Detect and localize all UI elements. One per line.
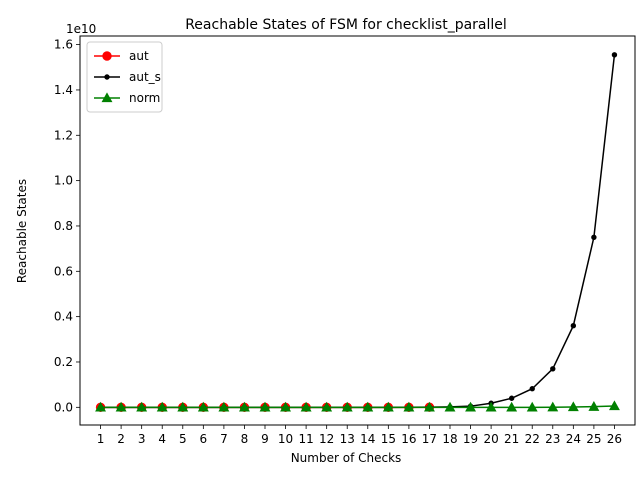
x-tick-label: 12 <box>319 432 334 446</box>
data-point-norm <box>218 401 230 412</box>
x-tick-label: 23 <box>545 432 560 446</box>
x-tick-label: 3 <box>138 432 146 446</box>
series-norm <box>95 400 620 412</box>
data-point-norm <box>444 401 456 412</box>
legend-label: aut <box>129 49 149 63</box>
x-tick-label: 1 <box>97 432 105 446</box>
data-point-norm <box>197 401 209 412</box>
data-point-norm <box>321 401 333 412</box>
data-point-norm <box>156 401 168 412</box>
data-point-norm <box>588 401 600 411</box>
data-point-norm <box>423 401 435 412</box>
data-point-aut_s <box>529 386 535 392</box>
data-point-norm <box>506 401 518 412</box>
y-axis-label: Reachable States <box>15 179 29 283</box>
x-tick-label: 2 <box>117 432 125 446</box>
series-aut_s <box>97 52 618 411</box>
x-tick-label: 4 <box>158 432 166 446</box>
legend-marker <box>102 51 112 61</box>
y-tick-label: 0.6 <box>54 264 73 278</box>
x-tick-label: 10 <box>278 432 293 446</box>
y-tick-label: 1.6 <box>54 38 73 52</box>
legend-label: norm <box>129 91 160 105</box>
data-point-norm <box>567 401 579 412</box>
chart-title: Reachable States of FSM for checklist_pa… <box>185 17 507 33</box>
data-point-norm <box>238 401 250 412</box>
y-tick-label: 1.0 <box>54 174 73 188</box>
data-point-norm <box>280 401 292 412</box>
y-tick-label: 0.4 <box>54 310 73 324</box>
data-point-norm <box>403 401 415 412</box>
data-point-aut_s <box>570 323 577 329</box>
x-tick-label: 11 <box>298 432 313 446</box>
series-layer <box>95 52 620 413</box>
data-point-aut_s <box>591 234 597 241</box>
data-point-norm <box>382 401 394 412</box>
x-tick-label: 18 <box>442 432 457 446</box>
x-tick-label: 9 <box>261 432 269 446</box>
x-tick-label: 22 <box>525 432 540 446</box>
x-tick-label: 15 <box>381 432 396 446</box>
x-tick-label: 20 <box>483 432 498 446</box>
data-point-norm <box>136 401 148 412</box>
y-tick-label: 0.2 <box>54 355 73 369</box>
x-tick-label: 7 <box>220 432 228 446</box>
legend-marker <box>104 74 110 80</box>
data-point-norm <box>547 401 559 412</box>
legend-item-aut: aut <box>94 49 149 63</box>
data-point-norm <box>259 401 271 412</box>
data-point-norm <box>95 401 107 412</box>
data-point-aut_s <box>611 52 618 58</box>
data-point-norm <box>177 401 189 412</box>
x-tick-label: 16 <box>401 432 416 446</box>
y-tick-label: 1.4 <box>54 83 73 97</box>
data-point-norm <box>526 401 538 412</box>
data-point-norm <box>608 400 620 411</box>
series-line-aut_s <box>100 54 616 409</box>
x-axis-label: Number of Checks <box>291 451 402 465</box>
x-tick-label: 26 <box>607 432 622 446</box>
data-point-aut_s <box>508 395 515 401</box>
legend-item-norm: norm <box>94 91 160 105</box>
y-tick-label: 1.2 <box>54 128 73 142</box>
data-point-norm <box>115 401 127 412</box>
legend-label: aut_s <box>129 70 161 84</box>
series-line-norm <box>100 405 615 409</box>
data-point-norm <box>362 401 374 412</box>
y-tick-label: 0.0 <box>54 400 73 414</box>
legend-item-aut_s: aut_s <box>94 70 161 84</box>
x-tick-label: 6 <box>200 432 208 446</box>
x-tick-label: 24 <box>566 432 581 446</box>
y-axis: 0.0 0.2 0.4 0.6 0.8 1.0 1.2 1.4 1.6 <box>54 38 80 414</box>
data-point-norm <box>485 401 497 412</box>
plot-area <box>79 35 636 426</box>
x-tick-label: 14 <box>360 432 375 446</box>
data-point-norm <box>341 401 353 412</box>
x-tick-label: 5 <box>179 432 187 446</box>
data-point-aut_s <box>550 366 556 372</box>
y-tick-label: 0.8 <box>54 219 73 233</box>
x-axis: 1 2 3 4 5 6 7 8 9 10 11 12 13 14 15 16 17 18 19 20 21 22 23 24 2… <box>97 425 622 446</box>
x-tick-label: 8 <box>241 432 249 446</box>
x-tick-label: 25 <box>586 432 601 446</box>
x-tick-label: 17 <box>422 432 437 446</box>
x-tick-label: 19 <box>463 432 478 446</box>
y-axis-offset-label: 1e10 <box>66 22 96 36</box>
data-point-norm <box>300 401 312 412</box>
data-point-norm <box>465 401 477 412</box>
x-tick-label: 21 <box>504 432 519 446</box>
legend-marker <box>101 92 113 103</box>
x-tick-label: 13 <box>340 432 355 446</box>
